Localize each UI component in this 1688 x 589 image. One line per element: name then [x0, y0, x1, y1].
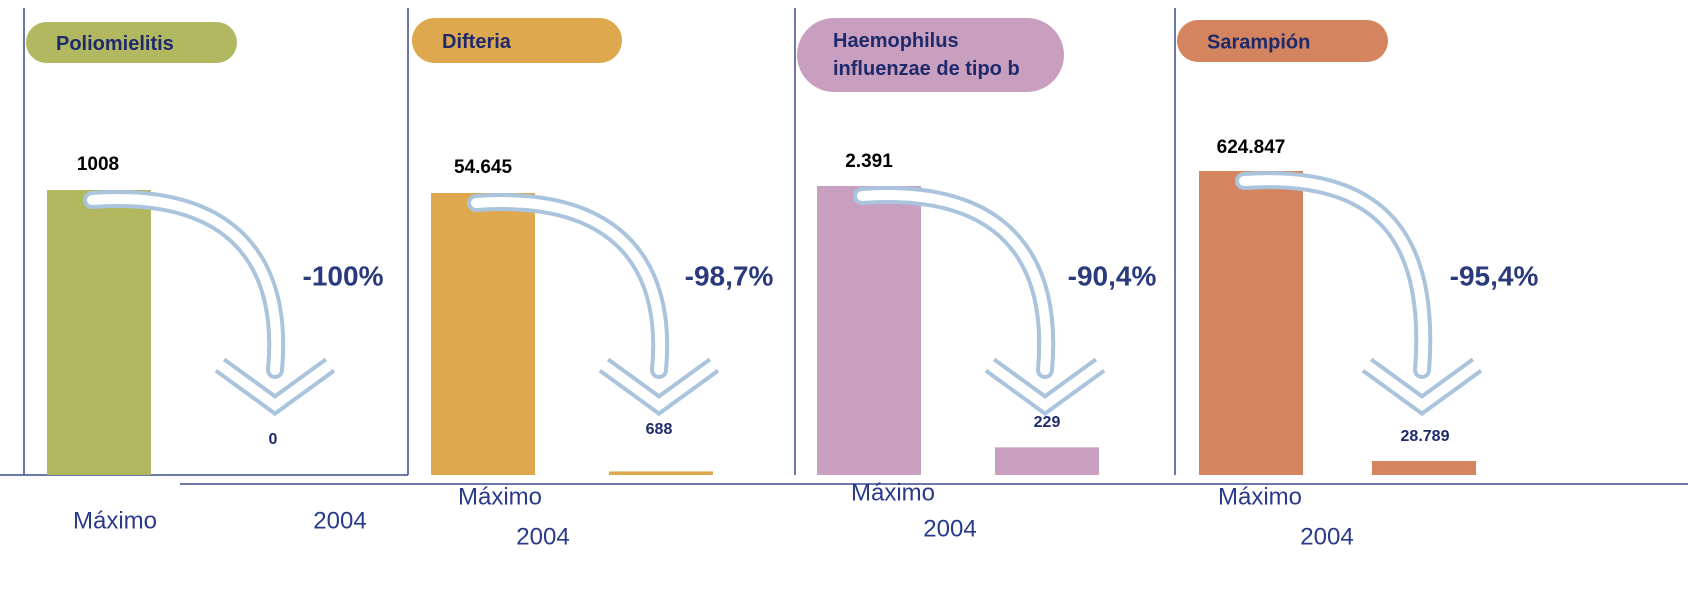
title-pill	[26, 22, 237, 63]
value-label: 2.391	[845, 151, 893, 172]
category-label: Máximo	[851, 479, 935, 506]
category-label: Máximo	[458, 483, 542, 510]
category-label: 2004	[923, 515, 976, 542]
chart-title: Sarampión	[1207, 31, 1310, 53]
bar	[1372, 460, 1476, 475]
category-label: 2004	[1300, 523, 1353, 550]
arrow	[471, 197, 666, 375]
chart-title: Haemophilus influenzae de tipo b	[833, 30, 1020, 80]
percent-change: -100%	[303, 260, 384, 291]
arrow-head	[1364, 360, 1480, 412]
percent-change: -98,7%	[685, 260, 774, 291]
title-pill	[412, 18, 622, 63]
arrow	[87, 194, 282, 375]
value-label: 28.789	[1401, 428, 1450, 445]
title-pill	[1177, 20, 1388, 62]
value-label: 624.847	[1217, 137, 1286, 158]
arrow-head	[987, 360, 1103, 412]
arrow	[857, 190, 1052, 375]
bar	[1199, 171, 1303, 475]
bar	[47, 190, 151, 475]
value-label: 688	[646, 421, 673, 438]
title-line: Haemophilus	[833, 30, 959, 52]
bar	[995, 447, 1099, 475]
title-pill	[797, 18, 1064, 92]
value-label: 1008	[77, 154, 119, 175]
arrow-head	[217, 360, 333, 412]
arrow-head	[601, 360, 717, 412]
category-label: Máximo	[1218, 483, 1302, 510]
percent-change: -95,4%	[1450, 260, 1539, 291]
value-label: 54.645	[454, 157, 513, 178]
category-label: 2004	[516, 523, 569, 550]
category-label: Máximo	[73, 507, 157, 534]
chart-title: Poliomielitis	[56, 33, 174, 55]
bar	[609, 471, 713, 475]
arrow	[1239, 175, 1429, 375]
title-line: influenzae de tipo b	[833, 58, 1020, 80]
percent-change: -90,4%	[1068, 260, 1157, 291]
value-label: 0	[269, 431, 278, 448]
category-label: 2004	[313, 507, 366, 534]
bar	[817, 186, 921, 475]
chart-title: Difteria	[442, 31, 512, 53]
value-label: 229	[1034, 414, 1061, 431]
bar	[431, 193, 535, 475]
